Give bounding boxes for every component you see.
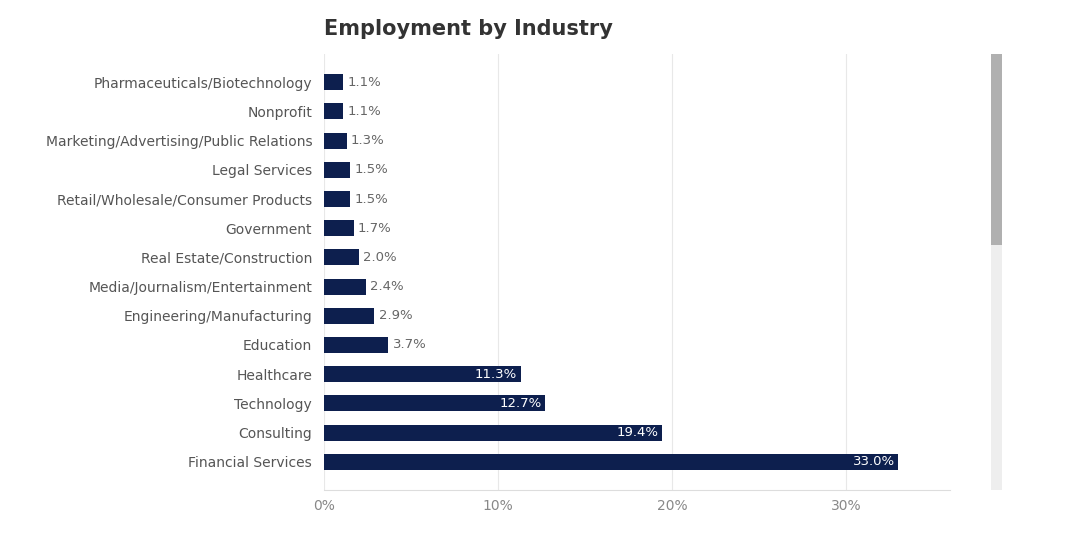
Text: 1.5%: 1.5% <box>354 193 388 206</box>
Bar <box>324 191 350 207</box>
Bar <box>324 249 359 265</box>
Text: 2.0%: 2.0% <box>363 251 396 264</box>
Text: 2.9%: 2.9% <box>379 310 413 322</box>
Bar <box>324 74 343 90</box>
Bar <box>324 454 899 470</box>
Text: 1.5%: 1.5% <box>354 163 388 176</box>
Bar <box>324 279 366 295</box>
Text: 1.1%: 1.1% <box>348 76 381 89</box>
Bar <box>324 162 350 178</box>
Bar <box>324 220 353 236</box>
Bar <box>324 103 343 120</box>
Bar <box>324 133 347 149</box>
Bar <box>324 308 375 324</box>
Text: 1.3%: 1.3% <box>351 134 384 147</box>
Text: 1.1%: 1.1% <box>348 105 381 118</box>
Bar <box>324 337 389 353</box>
Bar <box>324 366 521 382</box>
Text: Employment by Industry: Employment by Industry <box>324 19 612 39</box>
Bar <box>324 424 662 441</box>
Text: 19.4%: 19.4% <box>616 426 658 439</box>
Text: 33.0%: 33.0% <box>852 455 894 468</box>
Bar <box>324 395 545 411</box>
Text: 1.7%: 1.7% <box>357 222 392 234</box>
Text: 11.3%: 11.3% <box>475 368 517 381</box>
Text: 12.7%: 12.7% <box>499 397 541 410</box>
Text: 2.4%: 2.4% <box>370 280 404 293</box>
Text: 3.7%: 3.7% <box>393 338 427 351</box>
